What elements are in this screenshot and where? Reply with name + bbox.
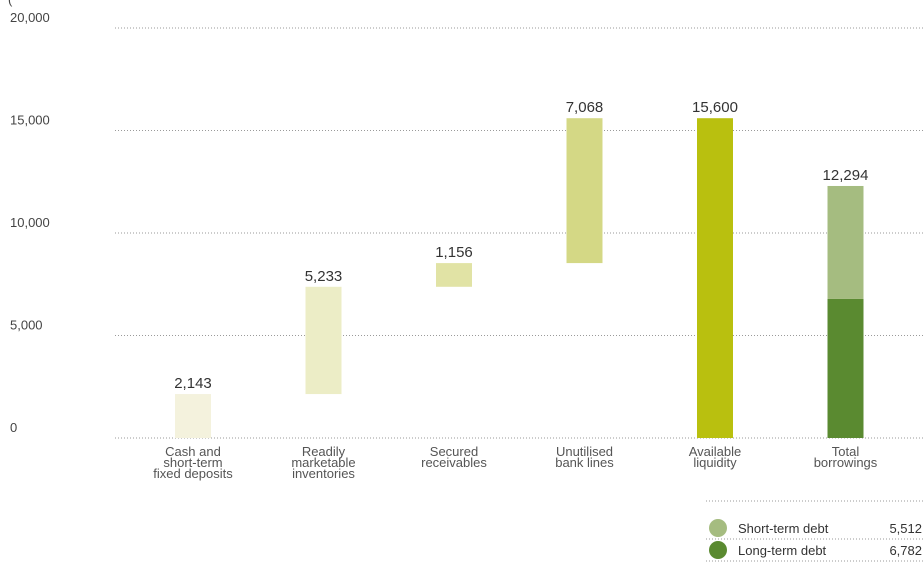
bar-value-label: 15,600 [692, 99, 738, 116]
bar-0 [175, 394, 211, 438]
bar-segment-short-term-debt [827, 185, 864, 299]
category-labels: Cash and short-term fixed deposits Readily m… [153, 444, 878, 481]
bar-3 [566, 118, 603, 264]
bar-value-label: 12,294 [823, 167, 869, 184]
y-tick-label: 10,000 [10, 215, 50, 230]
legend-label: Short-term debt [738, 521, 829, 536]
category-label: Total borrowings [814, 444, 878, 470]
value-labels: 2,143 5,233 1,156 7,068 15,600 12,294 [174, 99, 868, 392]
category-label: Readily marketable inventories [291, 444, 355, 481]
y-tick-label: 15,000 [10, 113, 50, 128]
category-label: Available liquidity [689, 444, 742, 470]
bar-value-label: 1,156 [435, 244, 473, 261]
legend-value: 6,782 [889, 543, 922, 558]
category-label: Cash and short-term fixed deposits [153, 444, 233, 481]
y-tick-label: 20,000 [10, 10, 50, 25]
legend: Short-term debt 5,512 Long-term debt 6,782 [706, 500, 923, 562]
legend-label: Long-term debt [738, 543, 827, 558]
category-label: Unutilised bank lines [555, 444, 614, 470]
y-axis-ticks: (0 5,000 10,000 15,000 20,000 [8, 0, 50, 435]
bar-value-label: 2,143 [174, 375, 212, 392]
bar-value-label: 7,068 [566, 99, 604, 116]
legend-value: 5,512 [889, 521, 922, 536]
legend-swatch [709, 541, 727, 559]
bar-1 [305, 286, 342, 395]
y-tick-label: 5,000 [10, 318, 43, 333]
category-label: Secured receivables [421, 444, 487, 470]
bars [175, 118, 864, 438]
bar-segment-long-term-debt [827, 298, 864, 438]
y-axis-title: ( [8, 0, 13, 7]
bar-value-label: 5,233 [305, 268, 343, 285]
legend-swatch [709, 519, 727, 537]
bar-4 [697, 118, 733, 438]
bar-2 [436, 263, 472, 287]
grid-lines [115, 27, 923, 439]
y-tick-label: 0 [10, 420, 17, 435]
